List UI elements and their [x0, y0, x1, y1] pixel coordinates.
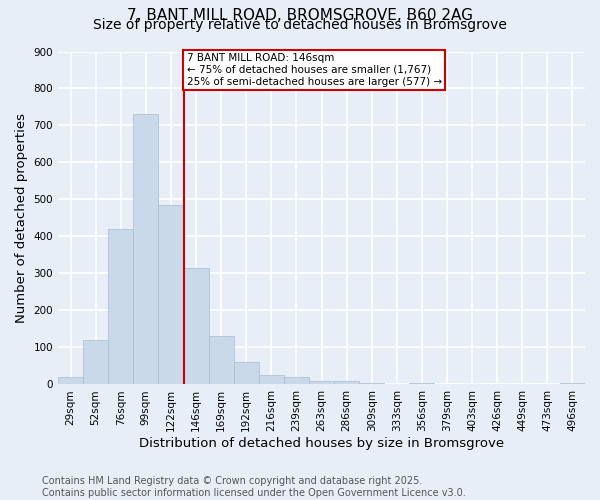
Bar: [284, 377, 309, 384]
Text: Size of property relative to detached houses in Bromsgrove: Size of property relative to detached ho…: [93, 18, 507, 32]
Bar: [259, 375, 284, 384]
Bar: [108, 229, 133, 384]
Bar: [233, 362, 259, 384]
Text: 7 BANT MILL ROAD: 146sqm
← 75% of detached houses are smaller (1,767)
25% of sem: 7 BANT MILL ROAD: 146sqm ← 75% of detach…: [187, 54, 442, 86]
Text: 7, BANT MILL ROAD, BROMSGROVE, B60 2AG: 7, BANT MILL ROAD, BROMSGROVE, B60 2AG: [127, 8, 473, 22]
Bar: [334, 382, 359, 384]
Text: Contains HM Land Registry data © Crown copyright and database right 2025.
Contai: Contains HM Land Registry data © Crown c…: [42, 476, 466, 498]
Bar: [83, 340, 108, 384]
Bar: [560, 382, 585, 384]
Bar: [158, 205, 184, 384]
Bar: [133, 114, 158, 384]
Bar: [58, 377, 83, 384]
Bar: [359, 382, 384, 384]
Bar: [184, 268, 209, 384]
X-axis label: Distribution of detached houses by size in Bromsgrove: Distribution of detached houses by size …: [139, 437, 504, 450]
Y-axis label: Number of detached properties: Number of detached properties: [15, 113, 28, 323]
Bar: [309, 382, 334, 384]
Bar: [409, 382, 434, 384]
Bar: [209, 336, 233, 384]
